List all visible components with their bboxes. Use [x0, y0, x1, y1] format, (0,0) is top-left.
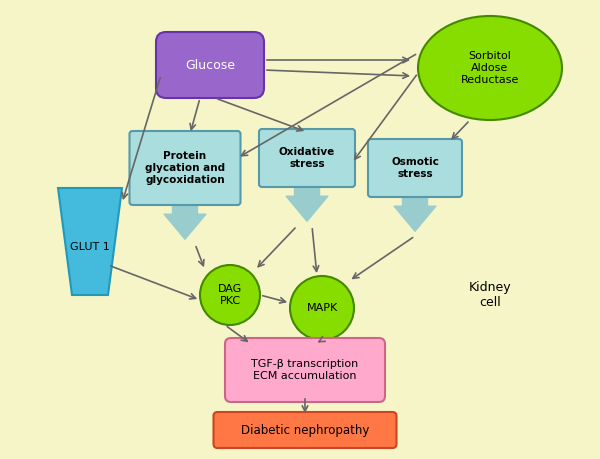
Text: Osmotic
stress: Osmotic stress — [391, 157, 439, 179]
FancyBboxPatch shape — [225, 338, 385, 402]
Text: MAPK: MAPK — [307, 303, 338, 313]
FancyBboxPatch shape — [130, 131, 241, 205]
Text: Protein
glycation and
glycoxidation: Protein glycation and glycoxidation — [145, 151, 225, 185]
Text: GLUT 1: GLUT 1 — [70, 241, 110, 252]
Polygon shape — [58, 188, 122, 295]
FancyBboxPatch shape — [259, 129, 355, 187]
Circle shape — [200, 265, 260, 325]
Text: Oxidative
stress: Oxidative stress — [279, 147, 335, 169]
FancyBboxPatch shape — [368, 139, 462, 197]
Text: DAG
PKC: DAG PKC — [218, 284, 242, 306]
Ellipse shape — [418, 16, 562, 120]
Text: TGF-β transcription
ECM accumulation: TGF-β transcription ECM accumulation — [251, 359, 359, 381]
Circle shape — [290, 276, 354, 340]
FancyArrowPatch shape — [286, 187, 328, 221]
FancyBboxPatch shape — [214, 412, 397, 448]
FancyArrowPatch shape — [394, 197, 436, 231]
Text: Sorbitol
Aldose
Reductase: Sorbitol Aldose Reductase — [461, 51, 519, 84]
Text: Diabetic nephropathy: Diabetic nephropathy — [241, 424, 369, 437]
FancyArrowPatch shape — [164, 205, 206, 239]
FancyBboxPatch shape — [156, 32, 264, 98]
Text: Kidney
cell: Kidney cell — [469, 281, 511, 309]
Text: Glucose: Glucose — [185, 58, 235, 72]
